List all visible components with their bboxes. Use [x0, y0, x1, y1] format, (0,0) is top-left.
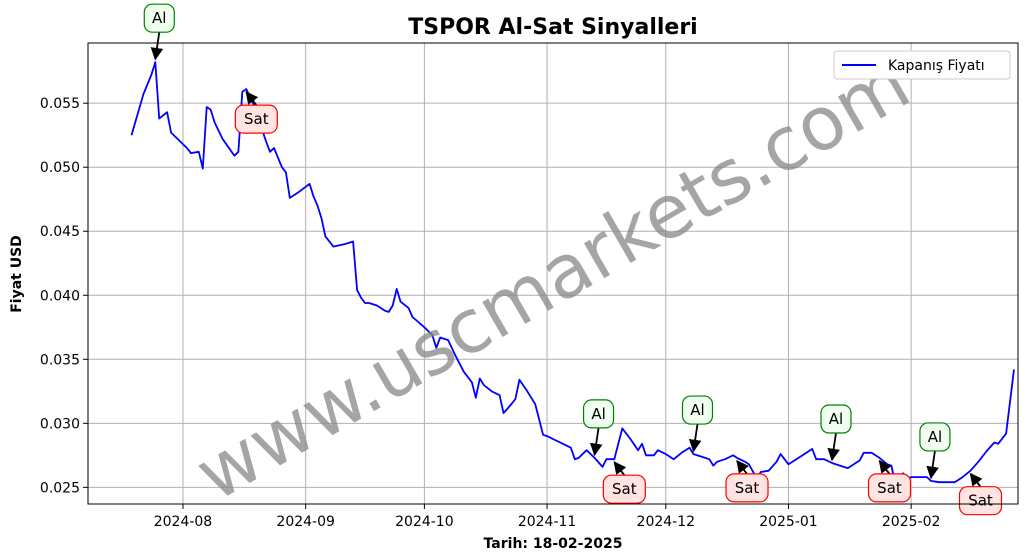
- y-tick-label: 0.035: [40, 352, 80, 368]
- signal-label: Al: [829, 410, 843, 428]
- x-tick-label: 2025-02: [882, 514, 941, 530]
- grid: [88, 43, 1018, 504]
- sell-signal: Sat: [725, 459, 769, 503]
- y-tick-label: 0.025: [40, 480, 80, 496]
- y-tick-label: 0.050: [40, 160, 80, 176]
- signal-arrow: [150, 32, 164, 61]
- x-axis-label: Tarih: 18-02-2025: [484, 536, 623, 552]
- x-axis-ticks: 2024-08 2024-09 2024-10 2024-11 2024-12 2025-…: [154, 504, 941, 530]
- y-tick-label: 0.055: [40, 96, 80, 112]
- y-axis-label: Fiyat USD: [9, 235, 25, 313]
- signal-label: Al: [690, 401, 704, 419]
- sell-signal: Sat: [602, 461, 646, 504]
- legend: Kapanış Fiyatı: [833, 50, 1011, 80]
- signal-box: [582, 399, 615, 429]
- signal-arrow: [589, 427, 603, 457]
- buy-signal: Al: [919, 422, 951, 480]
- signal-box: [602, 474, 646, 504]
- signal-label: Sat: [735, 479, 760, 497]
- signal-label: Al: [152, 9, 166, 27]
- signal-box: [820, 404, 852, 434]
- annotations-layer: Al Sat Al Sat Al Sat Al Sat Al Sat: [143, 3, 1003, 516]
- y-axis-ticks: 0.025 0.030 0.035 0.040 0.045 0.050 0.055: [40, 96, 88, 496]
- signal-label: Sat: [244, 110, 269, 128]
- buy-signal: Al: [820, 404, 852, 462]
- x-tick-label: 2024-10: [395, 514, 454, 530]
- signal-box: [867, 473, 912, 503]
- legend-box: [833, 50, 1011, 80]
- x-tick-label: 2024-11: [518, 514, 577, 530]
- y-tick-label: 0.045: [40, 224, 80, 240]
- signal-arrow: [613, 461, 627, 476]
- signal-box: [919, 422, 951, 452]
- series-layer: [130, 61, 1015, 485]
- signal-arrow: [969, 472, 983, 488]
- signal-arrow: [688, 423, 702, 453]
- x-tick-label: 2024-08: [154, 514, 213, 530]
- price-line: [130, 61, 1015, 485]
- signal-box: [725, 473, 769, 503]
- signal-arrow: [827, 432, 840, 462]
- sell-signal: Sat: [958, 472, 1003, 516]
- signal-arrow: [926, 450, 939, 480]
- sell-signal: Sat: [867, 459, 912, 503]
- signal-arrow: [878, 459, 892, 475]
- plot-frame: [87, 42, 1019, 505]
- signal-box: [681, 395, 714, 425]
- x-tick-label: 2024-12: [637, 514, 696, 530]
- legend-entry-label: Kapanış Fiyatı: [888, 58, 985, 74]
- buy-signal: Al: [582, 399, 615, 457]
- watermark: www.uscmarkets.com: [182, 40, 924, 518]
- signal-box: [143, 3, 175, 33]
- buy-signal: Al: [681, 395, 714, 453]
- buy-signal: Al: [143, 3, 175, 61]
- y-tick-label: 0.030: [40, 416, 80, 432]
- signal-arrow: [736, 459, 749, 475]
- signal-arrow: [245, 91, 259, 106]
- signal-label: Sat: [877, 479, 902, 497]
- signal-label: Al: [928, 428, 942, 446]
- chart-title: TSPOR Al-Sat Sinyalleri: [408, 15, 697, 40]
- signal-box: [958, 486, 1003, 516]
- signal-box: [234, 104, 278, 134]
- signal-label: Sat: [612, 480, 637, 498]
- y-tick-label: 0.040: [40, 288, 80, 304]
- x-tick-label: 2024-09: [276, 514, 335, 530]
- x-tick-label: 2025-01: [759, 514, 818, 530]
- signal-label: Sat: [968, 492, 993, 510]
- signal-label: Al: [591, 405, 605, 423]
- sell-signal: Sat: [234, 91, 278, 134]
